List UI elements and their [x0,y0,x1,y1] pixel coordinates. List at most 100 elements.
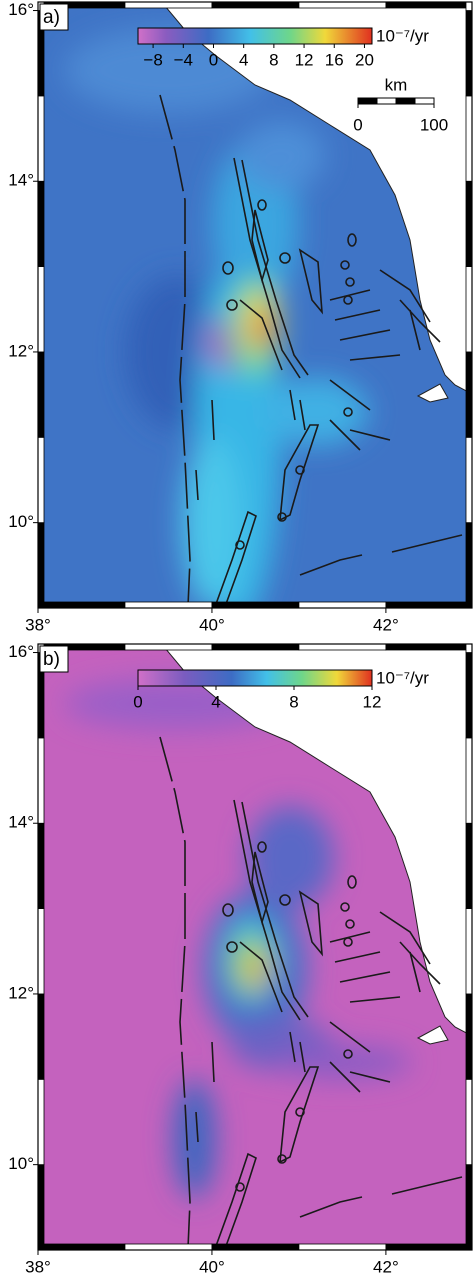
colorbar-tick-label: 12 [363,692,382,711]
frame-bar [37,180,45,267]
panel-label-box [39,3,69,31]
y-tick-label: 10° [8,1154,34,1173]
frame-bar [465,822,473,909]
strain-field [38,644,472,1250]
colorbar-tick-label: 20 [355,50,374,69]
y-tick-label: 16° [8,0,34,19]
colorbar-tick-label: 16 [325,50,344,69]
frame-bar [37,601,126,609]
frame-bar [465,266,473,353]
frame-bar [465,351,473,438]
scale-bar-segment [395,97,416,105]
frame-bar [465,652,473,739]
y-tick-label: 16° [8,642,34,661]
field-blob [246,806,334,909]
colorbar [137,27,373,45]
frame-bar [465,993,473,1080]
frame-bar [385,1,473,9]
frame-bar [211,1243,300,1251]
panel-label-box [39,645,69,673]
frame-bar [465,10,473,97]
colorbar-tick-label: −4 [174,50,193,69]
frame-bar [37,351,45,438]
x-tick-label: 42° [373,615,399,634]
y-tick-label: 10° [8,512,34,531]
colorbar-unit: 10⁻⁷/yr [376,668,429,687]
colorbar-tick-label: 4 [211,692,220,711]
frame-bar [37,95,45,182]
frame-bar [465,180,473,267]
frame-bar [298,601,387,609]
frame-bar [124,601,213,609]
frame-border [37,643,473,1251]
panels: 38° 40° 42° 10° 12° 14° 16° a) −8 −4 0 4 8 12 16 20 10⁻⁷… [8,0,473,1276]
frame-bar [298,643,387,651]
frame-bar [465,1078,473,1166]
x-tick-label: 38° [25,615,51,634]
field-blob [238,121,326,190]
map-panel: 38° 40° 42° 10° 12° 14° 16° b) 0 4 8 12 10⁻⁷/yr [8,642,473,1276]
frame-bar [37,737,45,824]
panel-label: b) [43,649,60,670]
frame-bar [37,993,45,1080]
colorbar-tick-label: 8 [289,692,298,711]
frame-bar [37,1078,45,1166]
frame-bar [211,643,300,651]
frame-bar [37,822,45,909]
field-blob [255,313,273,348]
frame-bar [385,601,473,609]
frame-bar [37,266,45,353]
scale-bar-segment [357,97,378,105]
y-tick-label: 14° [8,171,34,190]
y-tick-label: 14° [8,813,34,832]
frame-bar [298,1,387,9]
frame-bar [385,1243,473,1251]
frame-bar [37,522,45,609]
scale-bar-title: km [385,75,408,94]
frame-bar [465,522,473,609]
panel-label: a) [43,7,60,28]
frame-bar [124,1243,213,1251]
field-blob [172,1079,217,1199]
x-tick-label: 42° [373,1257,399,1276]
frame-bar [298,1243,387,1251]
frame-bar [37,1243,126,1251]
scale-bar-segment [414,97,435,105]
frame-bar [465,643,473,653]
x-tick-label: 40° [199,615,225,634]
frame-bar [465,95,473,182]
frame-bar [465,436,473,524]
colorbar-tick-label: 0 [133,692,142,711]
colorbar [137,669,373,687]
frame-bar [37,436,45,524]
frame-bar [124,643,213,651]
frame-border [37,1,473,609]
frame-bar [385,643,473,651]
frame-bar [465,908,473,995]
scale-bar-segment [376,97,397,105]
y-tick-label: 12° [8,341,34,360]
map-panel: 38° 40° 42° 10° 12° 14° 16° a) −8 −4 0 4 8 12 16 2010⁻⁷… [8,0,473,634]
colorbar-tick-label: 4 [239,50,248,69]
field-blobs [64,678,412,1199]
frame-bar [465,737,473,824]
frame-bar [37,1164,45,1251]
field-blob [254,962,266,983]
map-frame [37,643,473,1251]
colorbar-tick-label: −8 [143,50,162,69]
frame-bar [211,601,300,609]
x-tick-label: 40° [199,1257,225,1276]
frame-bar [37,908,45,995]
frame-bar [465,1164,473,1251]
x-tick-label: 38° [25,1257,51,1276]
frame-bar [124,1,213,9]
colorbar-tick-label: 12 [295,50,314,69]
colorbar-tick-label: 0 [209,50,218,69]
scale-bar-label: 0 [353,115,362,134]
frame-bar [465,1,473,11]
frame-bar [211,1,300,9]
y-tick-label: 12° [8,983,34,1002]
colorbar-tick-label: 8 [269,50,278,69]
field-blob [264,377,369,446]
